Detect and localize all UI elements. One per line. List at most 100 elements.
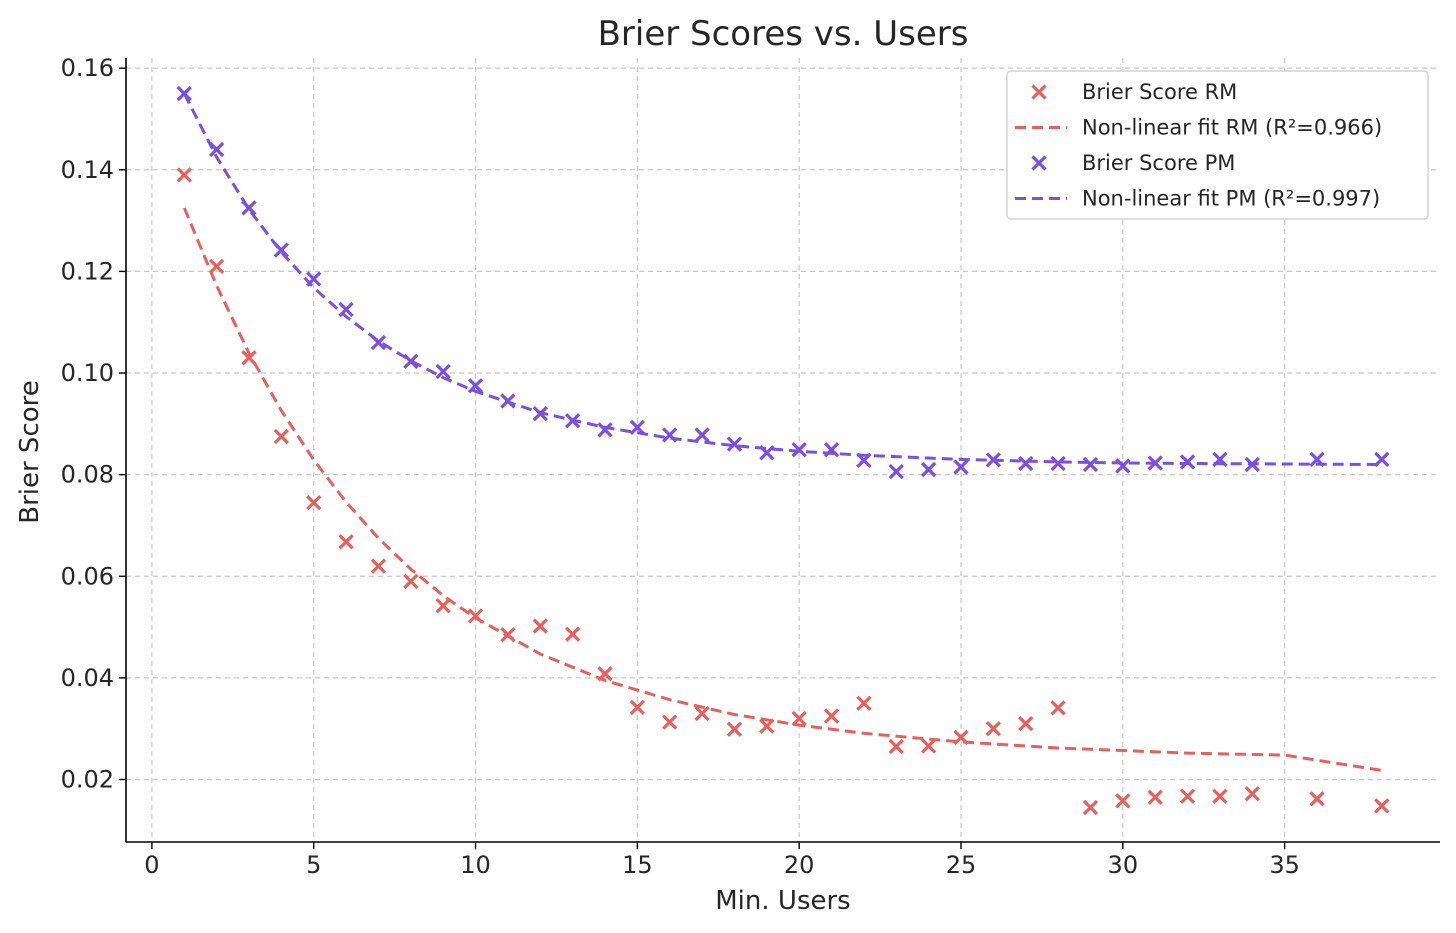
marker-s2-35 [1374,451,1390,468]
marker-stroke-b [953,729,969,745]
marker-s2-31 [1179,454,1196,470]
marker-s0-9 [467,608,484,624]
marker-stroke-b [953,459,969,475]
marker-s2-23 [921,461,937,478]
marker-s2-7 [403,353,419,369]
marker-s2-19 [791,442,807,458]
marker-stroke-b [823,708,840,724]
x-tick-label-1: 5 [306,851,321,879]
marker-stroke-b [403,573,419,589]
x-tick-label-7: 35 [1269,851,1300,879]
marker-s0-13 [597,666,613,682]
marker-stroke-b [823,442,840,458]
marker-s2-17 [726,436,743,452]
marker-stroke-b [1147,455,1163,471]
legend-label-2: Brier Score PM [1082,151,1235,175]
marker-s0-2 [241,350,257,366]
marker-s0-34 [1309,791,1325,807]
marker-stroke-b [662,714,678,730]
marker-stroke-b [176,167,192,183]
marker-stroke-b [1082,456,1099,473]
marker-stroke-b [208,258,225,274]
marker-s0-20 [823,708,840,724]
marker-stroke-b [338,301,354,318]
marker-stroke-b [694,705,710,722]
marker-s2-8 [435,363,451,380]
marker-s0-17 [726,721,743,737]
marker-stroke-b [435,363,451,380]
marker-stroke-b [500,393,516,409]
marker-stroke-b [1244,456,1260,473]
x-tick-label-6: 30 [1108,851,1139,879]
marker-s0-35 [1374,798,1390,814]
legend-handle-0 [1031,84,1047,100]
marker-s2-27 [1050,455,1066,472]
marker-s2-26 [1018,455,1034,472]
legend-box [1006,70,1429,220]
marker-stroke-b [985,721,1002,737]
marker-s0-16 [694,705,710,722]
marker-s2-34 [1309,451,1325,468]
marker-stroke-b [532,406,548,422]
marker-s2-33 [1244,456,1260,473]
marker-stroke-b [1212,788,1228,804]
legend-handle-2 [1031,155,1047,171]
marker-stroke-b [176,85,192,102]
axes-layer: 0 5 10 15 20 25 30 35 0.02 0.04 0.06 0.08 0.10 0.12 0.… [61,54,1440,879]
marker-stroke-b [1082,799,1099,816]
marker-stroke-b [1018,455,1034,472]
marker-stroke-b [1309,791,1325,807]
marker-s2-5 [338,301,354,318]
marker-s0-5 [338,534,354,550]
marker-stroke-b [467,608,484,624]
marker-stroke-b [629,419,645,436]
x-tick-label-2: 10 [460,851,491,879]
marker-stroke-b [467,378,484,394]
marker-s0-28 [1082,799,1099,816]
marker-s0-11 [532,618,548,634]
marker-stroke-b [306,494,322,511]
marker-stroke-b [241,350,257,366]
marker-s0-14 [629,699,645,715]
marker-s0-1 [208,258,225,274]
marker-s0-0 [176,167,192,183]
legend-marker-stroke-b [1031,84,1047,100]
marker-stroke-b [985,452,1002,468]
marker-stroke-b [370,558,387,574]
marker-s0-23 [921,738,937,754]
marker-s0-25 [985,721,1002,737]
marker-s0-29 [1115,793,1131,809]
marker-stroke-b [1050,455,1066,472]
marker-s0-26 [1018,715,1034,732]
x-tick-label-4: 20 [784,851,815,879]
marker-s0-19 [791,710,807,727]
marker-s2-4 [306,271,322,287]
marker-stroke-b [888,738,904,755]
marker-s2-16 [694,427,710,443]
marker-s2-29 [1115,458,1131,474]
marker-stroke-b [1179,454,1196,470]
marker-stroke-b [597,422,613,438]
marker-s2-21 [856,452,872,469]
marker-stroke-b [1115,458,1131,474]
marker-stroke-b [726,721,743,737]
marker-s0-22 [888,738,904,755]
legend-label-3: Non-linear fit PM (R²=0.997) [1082,187,1380,211]
marker-s2-9 [467,378,484,394]
marker-stroke-b [564,626,581,642]
y-axis-label: Brier Score [15,380,45,524]
marker-stroke-b [759,718,775,734]
x-tick-label-5: 25 [946,851,977,879]
grid-layer [126,58,1440,842]
marker-s0-21 [856,695,872,711]
marker-stroke-b [1309,451,1325,468]
marker-stroke-b [1115,793,1131,809]
marker-s0-6 [370,558,387,574]
marker-stroke-b [921,461,937,478]
marker-stroke-b [338,534,354,550]
marker-stroke-b [597,666,613,682]
marker-s2-1 [208,141,225,158]
y-tick-label-2: 0.06 [61,562,114,590]
marker-s2-20 [823,442,840,458]
